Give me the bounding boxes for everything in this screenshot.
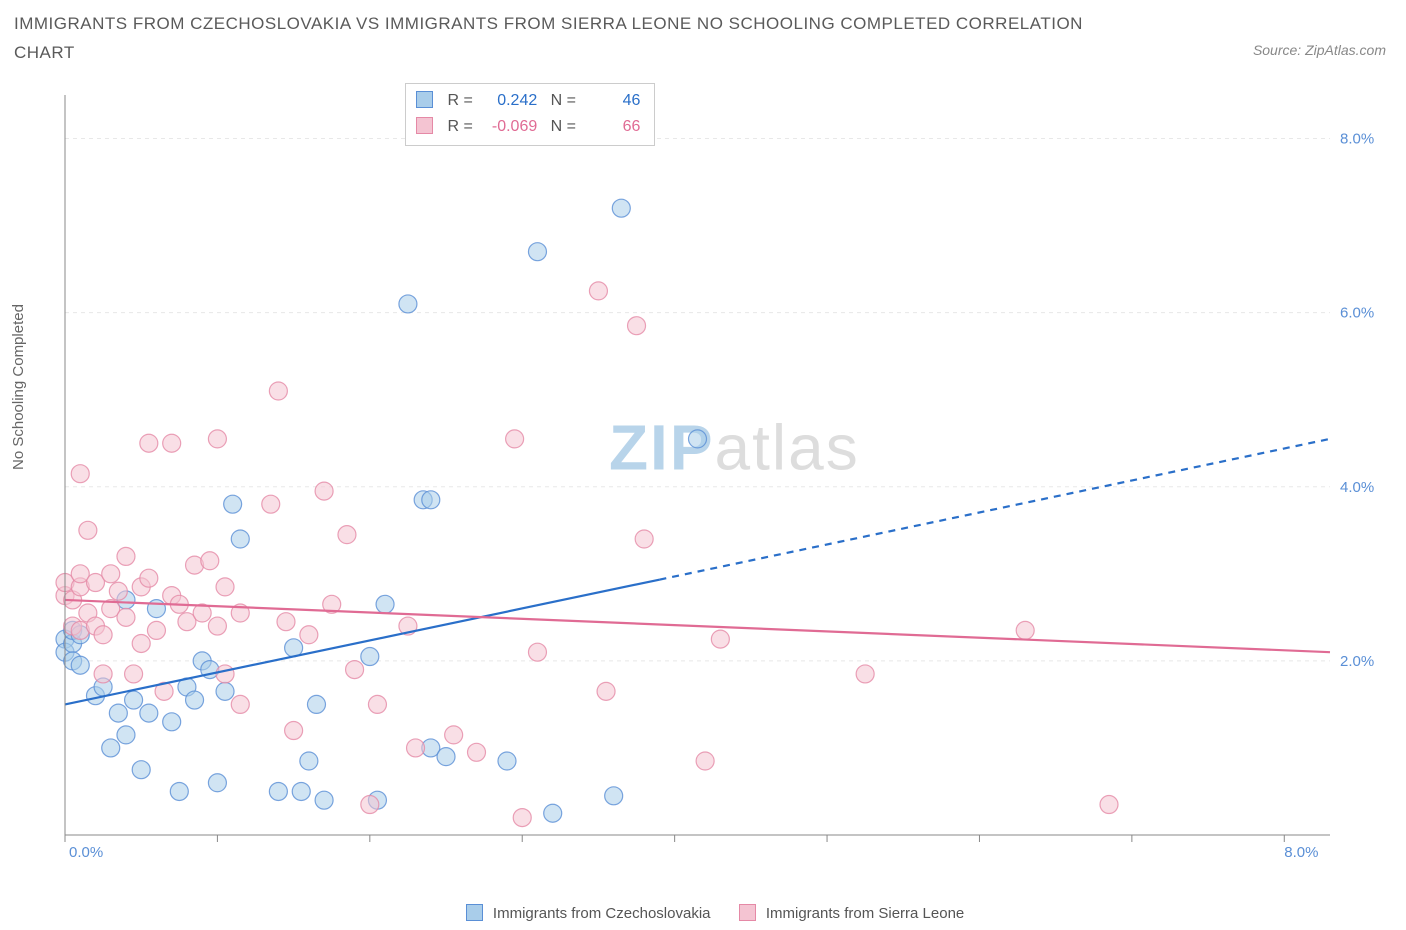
series-label: Immigrants from Sierra Leone [766, 905, 964, 922]
swatch-icon [739, 904, 756, 921]
n-label: N = [551, 118, 576, 135]
swatch-icon [466, 904, 483, 921]
stats-row-sierra: R = -0.069 N = 66 [416, 114, 640, 140]
r-label: R = [447, 92, 472, 109]
stats-legend: R = 0.242 N = 46 R = -0.069 N = 66 [405, 83, 655, 146]
bottom-legend: Immigrants from Czechoslovakia Immigrant… [0, 904, 1406, 922]
r-value: 0.242 [477, 88, 537, 114]
chart-title: IMMIGRANTS FROM CZECHOSLOVAKIA VS IMMIGR… [14, 10, 1094, 68]
r-value: -0.069 [477, 114, 537, 140]
y-axis-label: No Schooling Completed [10, 304, 27, 470]
r-label: R = [447, 118, 472, 135]
scatter-plot: 2.0% 4.0% 6.0% 8.0% ZIPatlas 0.0% 8.0% [55, 85, 1390, 865]
stats-row-czech: R = 0.242 N = 46 [416, 88, 640, 114]
source-label: Source: ZipAtlas.com [1253, 42, 1386, 58]
series-label: Immigrants from Czechoslovakia [493, 905, 711, 922]
svg-text:8.0%: 8.0% [1340, 131, 1374, 148]
svg-text:6.0%: 6.0% [1340, 305, 1374, 322]
svg-text:4.0%: 4.0% [1340, 479, 1374, 496]
swatch-icon [416, 117, 433, 134]
n-value: 46 [580, 88, 640, 114]
svg-text:ZIPatlas: ZIPatlas [609, 411, 860, 483]
n-label: N = [551, 92, 576, 109]
svg-text:0.0%: 0.0% [69, 844, 103, 861]
n-value: 66 [580, 114, 640, 140]
svg-text:2.0%: 2.0% [1340, 653, 1374, 670]
svg-text:8.0%: 8.0% [1284, 844, 1318, 861]
swatch-icon [416, 91, 433, 108]
